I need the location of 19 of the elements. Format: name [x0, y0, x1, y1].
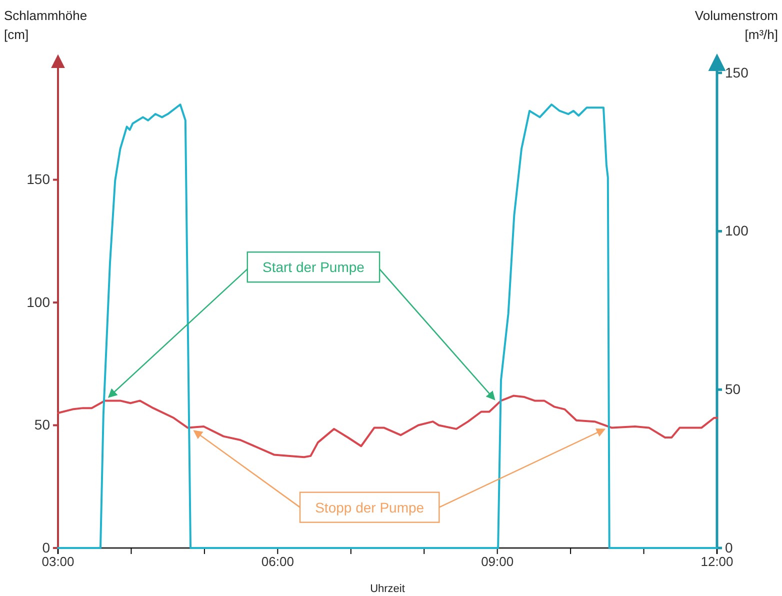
y-tick-label: 0	[42, 539, 50, 556]
y-tick-label: 150	[26, 171, 50, 188]
x-tick-label: 12:00	[700, 554, 734, 570]
line-series	[57, 394, 718, 458]
annotation: Start der Pumpe	[262, 259, 365, 276]
line-series	[57, 104, 718, 549]
x-tick-label: 09:00	[481, 554, 514, 570]
y2-tick-label: 50	[725, 381, 741, 398]
y-axis-title: Schlammhöhe [cm]	[4, 8, 88, 42]
y2-tick-label: 0	[725, 539, 733, 556]
y-tick-label: 50	[34, 416, 50, 433]
y2-axis-title: Volumenstrom [m³/h]	[694, 8, 778, 42]
x-tick-label: 03:00	[42, 554, 74, 570]
x-tick-label: 06:00	[261, 554, 294, 570]
y2-tick-label: 150	[725, 64, 749, 80]
y2-tick-label: 100	[725, 222, 749, 239]
x-axis-title: Uhrzeit	[370, 583, 405, 595]
y-tick-label: 100	[26, 294, 50, 310]
annotation: Stopp der Pumpe	[315, 499, 424, 516]
